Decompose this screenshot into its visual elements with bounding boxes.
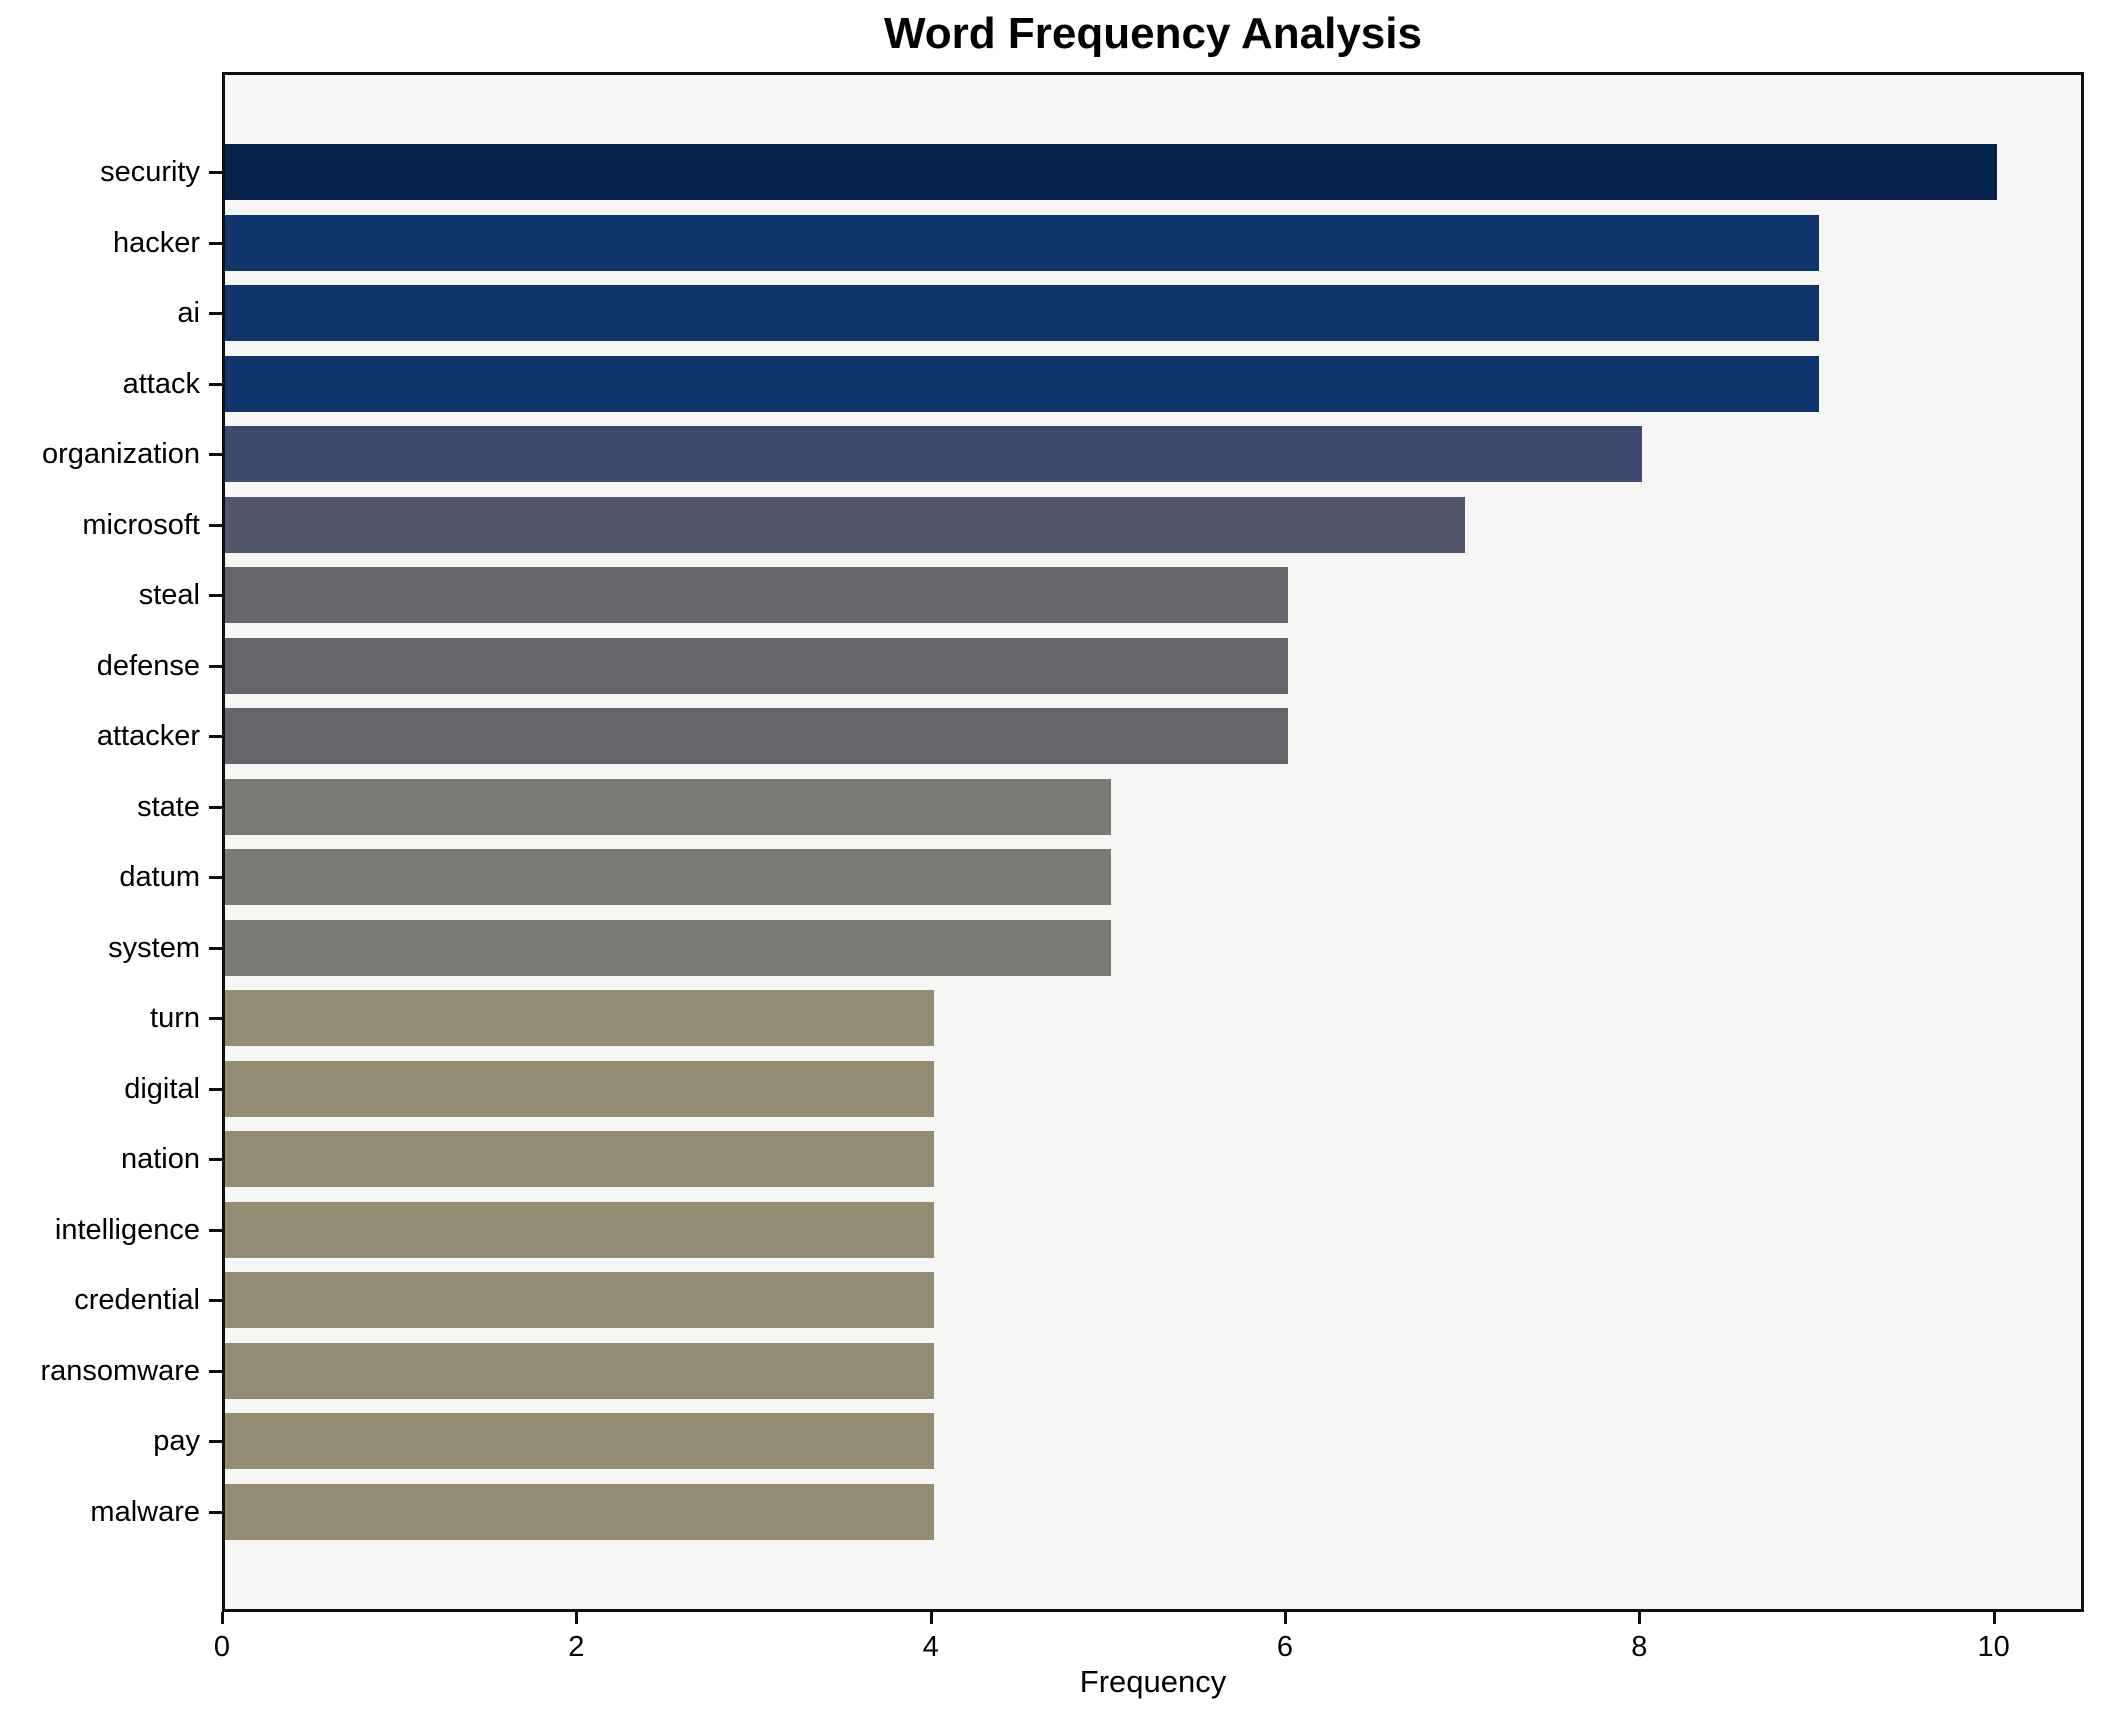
- bar-nation: [225, 1131, 934, 1188]
- bar-organization: [225, 426, 1642, 483]
- y-tick-mark: [209, 1158, 222, 1162]
- y-tick-mark: [209, 594, 222, 598]
- y-tick-mark: [209, 1299, 222, 1303]
- plot-area: [222, 72, 2084, 1612]
- x-tick-mark: [1992, 1612, 1996, 1624]
- y-tick-mark: [209, 664, 222, 668]
- y-tick-mark: [209, 312, 222, 316]
- y-tick-label-pay: pay: [153, 1425, 200, 1458]
- x-tick-label-0: 0: [213, 1631, 231, 1663]
- y-tick-mark: [209, 1510, 222, 1514]
- y-tick-mark: [209, 382, 222, 386]
- x-tick-mark: [221, 1612, 224, 1624]
- y-tick-mark: [209, 1087, 222, 1091]
- bar-ransomware: [225, 1342, 934, 1399]
- y-tick-label-microsoft: microsoft: [82, 508, 200, 541]
- bar-intelligence: [225, 1201, 934, 1258]
- bar-malware: [225, 1483, 934, 1540]
- y-tick-mark: [209, 946, 222, 950]
- y-tick-label-defense: defense: [96, 649, 200, 682]
- x-tick-mark: [1283, 1612, 1287, 1624]
- bar-steal: [225, 567, 1288, 624]
- bar-digital: [225, 1060, 934, 1117]
- y-tick-mark: [209, 735, 222, 739]
- y-tick-mark: [209, 523, 222, 527]
- y-tick-label-ai: ai: [177, 297, 200, 330]
- bar-attacker: [225, 708, 1288, 765]
- bar-microsoft: [225, 496, 1465, 553]
- bar-credential: [225, 1272, 934, 1329]
- y-tick-label-digital: digital: [124, 1072, 200, 1105]
- y-tick-mark: [209, 805, 222, 809]
- y-tick-mark: [209, 1017, 222, 1021]
- y-tick-label-intelligence: intelligence: [54, 1213, 200, 1246]
- y-tick-mark: [209, 1440, 222, 1444]
- y-tick-label-ransomware: ransomware: [40, 1354, 200, 1387]
- y-tick-label-organization: organization: [42, 438, 200, 471]
- y-tick-mark: [209, 453, 222, 457]
- bar-security: [225, 144, 1997, 201]
- y-tick-label-state: state: [137, 790, 200, 823]
- bar-defense: [225, 637, 1288, 694]
- bar-pay: [225, 1413, 934, 1470]
- x-axis-label: Frequency: [1079, 1664, 1227, 1699]
- x-tick-mark: [929, 1612, 933, 1624]
- x-tick-label-4: 4: [922, 1631, 939, 1663]
- x-tick-mark: [1638, 1612, 1642, 1624]
- y-tick-label-nation: nation: [120, 1143, 200, 1176]
- y-tick-mark: [209, 241, 222, 245]
- chart-title: Word Frequency Analysis: [884, 9, 1422, 58]
- bar-system: [225, 919, 1111, 976]
- bar-datum: [225, 849, 1111, 906]
- y-tick-label-turn: turn: [150, 1002, 200, 1035]
- y-tick-mark: [209, 876, 222, 880]
- bar-state: [225, 778, 1111, 835]
- y-tick-label-security: security: [100, 156, 200, 189]
- x-tick-label-2: 2: [568, 1631, 585, 1663]
- y-tick-label-system: system: [108, 931, 200, 964]
- y-tick-mark: [209, 171, 222, 175]
- bar-turn: [225, 990, 934, 1047]
- y-tick-label-attacker: attacker: [96, 720, 200, 753]
- y-tick-label-credential: credential: [74, 1284, 200, 1317]
- x-tick-label-6: 6: [1276, 1631, 1294, 1663]
- y-tick-mark: [209, 1228, 222, 1232]
- x-tick-label-10: 10: [1977, 1631, 2010, 1663]
- bar-hacker: [225, 214, 1819, 271]
- y-tick-mark: [209, 1369, 222, 1373]
- y-tick-label-attack: attack: [122, 367, 200, 400]
- y-tick-label-hacker: hacker: [112, 226, 200, 259]
- bar-attack: [225, 355, 1819, 412]
- x-tick-label-8: 8: [1631, 1631, 1648, 1663]
- bar-ai: [225, 285, 1819, 342]
- y-tick-label-datum: datum: [119, 861, 200, 894]
- y-tick-label-steal: steal: [138, 579, 200, 612]
- x-tick-mark: [575, 1612, 579, 1624]
- y-tick-label-malware: malware: [90, 1495, 200, 1528]
